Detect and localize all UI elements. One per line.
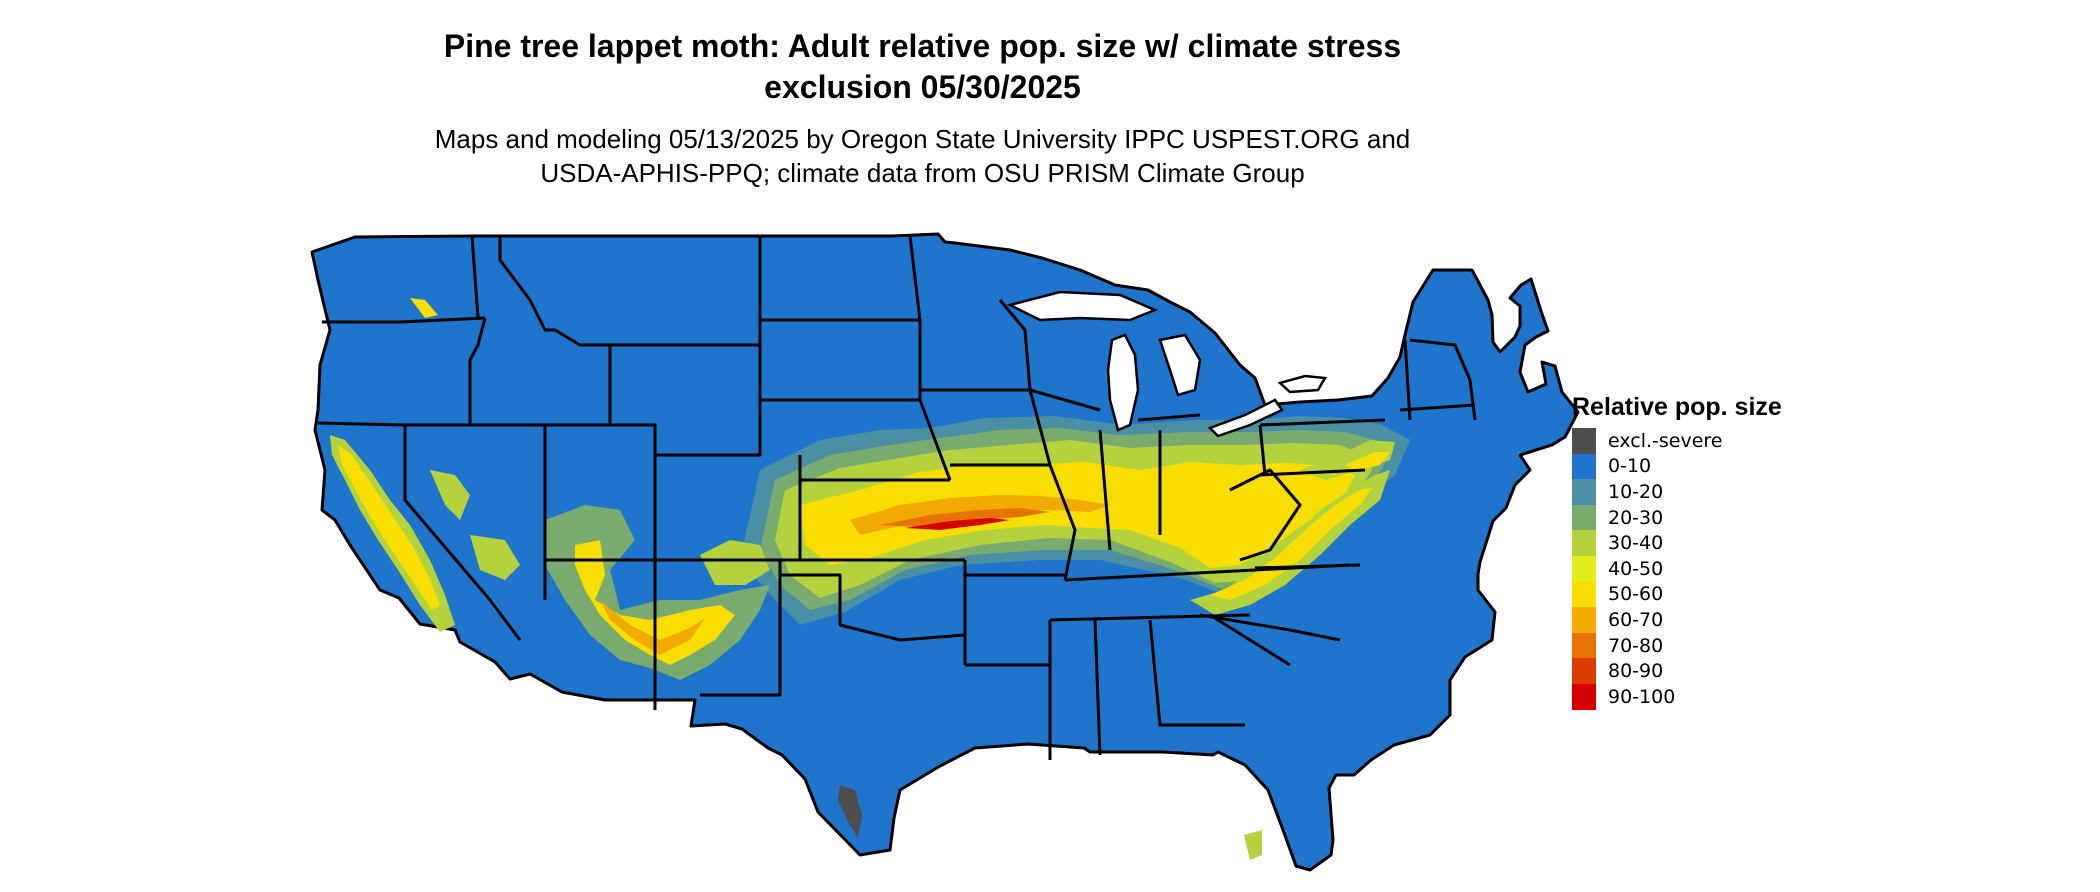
subtitle-line-1: Maps and modeling 05/13/2025 by Oregon S… (434, 124, 1411, 154)
california-band-core (338, 445, 440, 610)
band-60-70 (850, 495, 1110, 535)
legend-item: 90-100 (1572, 683, 1782, 710)
west-band-high (575, 540, 735, 665)
legend: Relative pop. size excl.-severe 0-10 10-… (1572, 392, 1782, 710)
legend-swatch (1572, 479, 1596, 505)
border-va-nc (1254, 563, 1361, 570)
border-ok-tx (780, 573, 966, 642)
legend-label: 40-50 (1608, 557, 1664, 580)
excluded-patch (838, 785, 862, 838)
lake-ontario (1277, 374, 1328, 394)
washington-spot (410, 298, 438, 318)
legend-swatch (1572, 632, 1596, 659)
border-il-in (1098, 429, 1112, 551)
band-50-60 (800, 462, 1355, 568)
border-al-ga (1148, 619, 1245, 727)
border-wv (1229, 468, 1302, 562)
legend-label: 30-40 (1608, 532, 1664, 555)
border-nc-sc (1199, 613, 1341, 642)
legend-label: 70-80 (1608, 634, 1664, 657)
border-ca-nv (403, 425, 522, 641)
border-oh-east (1258, 424, 1267, 476)
border-pa-ny (1259, 418, 1386, 427)
legend-item: 40-50 (1572, 555, 1782, 582)
border-nm-tx (700, 560, 782, 697)
legend-swatch (1572, 581, 1596, 608)
legend-swatch (1572, 453, 1596, 480)
legend-item: 0-10 (1572, 453, 1782, 480)
legend-item: 50-60 (1572, 581, 1782, 608)
legend-item: 70-80 (1572, 632, 1782, 659)
legend-swatch (1572, 428, 1596, 454)
legend-items: excl.-severe 0-10 10-20 20-30 30-40 40-5… (1572, 428, 1782, 710)
subtitle-line-2: USDA-APHIS-PPQ; climate data from OSU PR… (540, 158, 1305, 188)
border-wa-id (470, 235, 480, 319)
border-id-west (468, 317, 487, 425)
band-90-100 (905, 518, 1010, 530)
utah-band (470, 535, 520, 580)
appalachian-overlay (1190, 440, 1395, 615)
border-mo-east (1028, 389, 1077, 581)
lake-huron (1158, 333, 1202, 397)
border-mi (1137, 413, 1201, 422)
legend-label: 60-70 (1608, 608, 1664, 631)
legend-item: 10-20 (1572, 479, 1782, 505)
legend-item: excl.-severe (1572, 428, 1782, 454)
legend-swatch (1572, 504, 1596, 531)
lake-erie (1207, 398, 1284, 438)
legend-label: 90-100 (1608, 685, 1676, 708)
legend-label: 0-10 (1608, 455, 1652, 478)
border-ny-vt (1403, 339, 1412, 421)
legend-item: 20-30 (1572, 504, 1782, 531)
legend-swatch (1572, 683, 1596, 710)
legend-label: 20-30 (1608, 506, 1664, 529)
west-band-peak (600, 600, 705, 655)
border-ga-sc (1209, 613, 1291, 667)
florida-tip-band (1244, 830, 1262, 860)
legend-item: 60-70 (1572, 607, 1782, 633)
border-wa-or (322, 316, 486, 324)
border-tn-south (1049, 613, 1251, 622)
appalachian-core (1210, 488, 1372, 600)
west-band-mid (700, 540, 770, 585)
lake-superior (1006, 290, 1159, 322)
border-id-mt (498, 236, 612, 425)
legend-label: 10-20 (1608, 480, 1664, 503)
border-nd-mn (908, 235, 952, 481)
population-overlay (740, 416, 1410, 625)
legend-swatch (1572, 607, 1596, 633)
legend-swatch (1572, 530, 1596, 556)
nevada-band (430, 470, 470, 520)
map-subtitle: Maps and modeling 05/13/2025 by Oregon S… (0, 122, 1845, 190)
border-ma (1399, 403, 1476, 412)
legend-item: 30-40 (1572, 530, 1782, 556)
legend-label: excl.-severe (1608, 429, 1723, 452)
northeast-core (1345, 452, 1390, 472)
border-al (1093, 619, 1102, 756)
western-overlay (330, 298, 770, 680)
legend-item: 80-90 (1572, 658, 1782, 684)
map-title: Pine tree lappet moth: Adult relative po… (0, 26, 1845, 108)
legend-swatch (1572, 658, 1596, 684)
great-lakes (1006, 290, 1328, 438)
title-line-1: Pine tree lappet moth: Adult relative po… (443, 28, 1402, 64)
border-new-england (1409, 338, 1477, 421)
state-borders (317, 235, 1477, 760)
legend-title: Relative pop. size (1572, 393, 1782, 421)
northeast-band (1300, 440, 1395, 480)
border-pa-south (1259, 468, 1366, 477)
border-mn-wi (998, 299, 1101, 412)
lake-michigan (1106, 333, 1140, 432)
title-line-2: exclusion 05/30/2025 (764, 69, 1081, 105)
legend-label: 80-90 (1608, 660, 1664, 683)
band-70-80 (880, 508, 1050, 528)
legend-label: 50-60 (1608, 583, 1664, 606)
legend-swatch (1572, 555, 1596, 582)
